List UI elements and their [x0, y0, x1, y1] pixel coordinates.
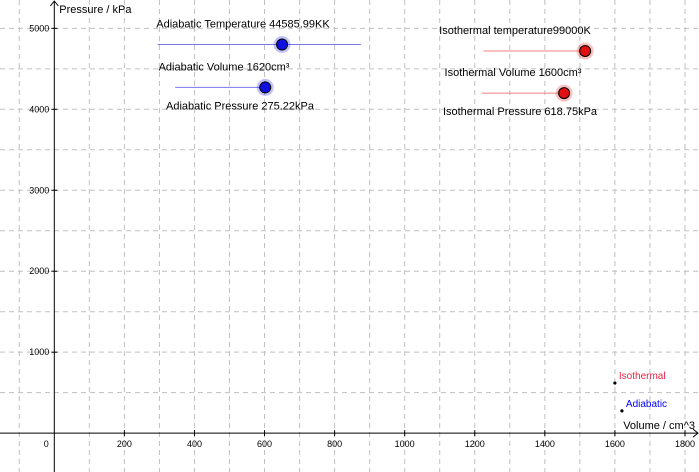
slider-group: Adiabatic Temperature 44585.99KK Adiabati…	[156, 19, 598, 119]
slider-label: Isothermal temperature99000K	[439, 25, 591, 37]
slider-label: Isothermal Pressure 618.75kPa	[443, 106, 598, 118]
point-marker[interactable]	[613, 381, 617, 385]
point-label: Isothermal	[619, 371, 666, 382]
x-tick-label: 1200	[465, 439, 485, 449]
slider-knob[interactable]	[579, 45, 592, 58]
slider-label: Adiabatic Volume 1620cm³	[159, 61, 290, 73]
x-tick-label: 800	[327, 439, 342, 449]
x-tick-label: 600	[257, 439, 272, 449]
slider-label: Adiabatic Pressure 275.22kPa	[166, 100, 315, 112]
y-tick-label: 3000	[29, 185, 49, 195]
slider-label: Adiabatic Temperature 44585.99KK	[156, 19, 330, 31]
y-axis-arrow-icon	[49, 0, 59, 7]
x-tick-label: 0	[44, 439, 49, 449]
x-tick-label: 200	[117, 439, 132, 449]
slider-isothermal-volume[interactable]: Isothermal Volume 1600cm³	[445, 67, 582, 102]
point-marker[interactable]	[620, 409, 624, 413]
slider-knob[interactable]	[558, 87, 571, 100]
x-tick-label: 1600	[605, 439, 625, 449]
slider-knob[interactable]	[276, 38, 289, 51]
point-group: Isothermal Adiabatic	[613, 371, 667, 413]
x-tick-label: 1400	[535, 439, 555, 449]
y-tick-label: 1000	[29, 347, 49, 357]
x-tick-label: 400	[187, 439, 202, 449]
y-tick-label: 4000	[29, 104, 49, 114]
x-tick-labels: 0 200 400 600 800 1000 1200 1400 1600 1800	[44, 430, 695, 449]
point-label: Adiabatic	[626, 399, 667, 410]
x-tick-label: 1800	[675, 439, 695, 449]
point-isothermal[interactable]: Isothermal	[613, 371, 666, 385]
y-tick-labels: 1000 2000 3000 4000 5000	[29, 23, 58, 357]
slider-adiabatic-volume[interactable]: Adiabatic Volume 1620cm³	[159, 61, 290, 96]
slider-knob[interactable]	[259, 81, 272, 94]
slider-isothermal-pressure: Isothermal Pressure 618.75kPa	[443, 106, 598, 118]
x-tick-label: 1000	[395, 439, 415, 449]
slider-adiabatic-pressure: Adiabatic Pressure 275.22kPa	[166, 100, 315, 112]
y-tick-label: 2000	[29, 266, 49, 276]
x-axis-arrow-icon	[692, 428, 699, 438]
x-axis-label: Volume / cm^3	[623, 420, 695, 432]
point-adiabatic[interactable]: Adiabatic	[620, 399, 667, 413]
slider-label: Isothermal Volume 1600cm³	[445, 67, 582, 79]
slider-adiabatic-temperature[interactable]: Adiabatic Temperature 44585.99KK	[156, 19, 361, 54]
y-axis-label: Pressure / kPa	[59, 4, 132, 16]
y-tick-label: 5000	[29, 23, 49, 33]
slider-isothermal-temperature[interactable]: Isothermal temperature99000K	[439, 25, 594, 60]
